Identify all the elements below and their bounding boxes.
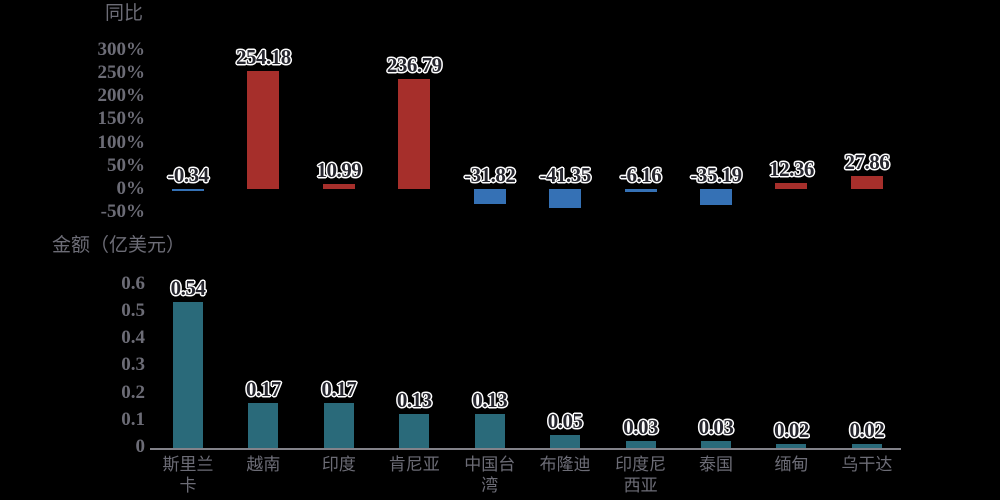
bar [550, 435, 581, 449]
amount-chart-title: 金额（亿美元） [52, 235, 186, 256]
category-label: 卡 [179, 476, 197, 495]
bar-value-label: -0.34 [167, 163, 209, 187]
bar [399, 413, 430, 449]
bar [473, 189, 506, 204]
category-label: 布隆迪 [539, 455, 591, 474]
bar-value-label: -6.16 [619, 163, 662, 187]
bar-value-label: 12.36 [769, 157, 814, 182]
y-axis-tick-label: 0.5 [121, 300, 145, 321]
bar-value-label: 0.17 [246, 376, 281, 401]
bar [172, 189, 204, 191]
y-axis-tick-label: 200% [97, 85, 146, 106]
category-label: 湾 [481, 476, 499, 495]
category-label: 印度 [321, 455, 356, 474]
x-axis-line [150, 448, 901, 450]
bar [398, 78, 431, 189]
y-axis-tick-label: 300% [97, 38, 146, 60]
y-axis-tick-label: 150% [97, 108, 146, 130]
y-axis-tick-label: 0.3 [121, 354, 145, 376]
bar-value-label: 0.03 [623, 414, 658, 439]
bar [248, 402, 279, 449]
category-label: 乌干达 [841, 455, 893, 474]
bar [850, 176, 883, 189]
bar [625, 440, 656, 449]
y-axis-tick-label: 0.2 [121, 381, 145, 403]
bar-value-label: -35.19 [690, 163, 742, 187]
bar-value-label: 0.02 [774, 417, 809, 442]
y-axis-tick-label: 50% [107, 154, 145, 176]
y-axis-tick-label: 0.4 [121, 327, 145, 349]
bar [549, 189, 582, 209]
y-axis-tick-label: 0.1 [121, 408, 145, 430]
bar [851, 443, 882, 449]
category-label: 斯里兰 [162, 455, 214, 474]
y-axis-tick-label: 0 [135, 436, 146, 457]
yoy-chart-title: 同比 [105, 3, 144, 24]
bar-value-label: 0.02 [849, 417, 885, 442]
y-axis-tick-label: 100% [97, 131, 146, 153]
bar-value-label: 254.18 [236, 44, 291, 69]
category-label: 泰国 [699, 455, 733, 474]
bar-value-label: 27.86 [844, 150, 890, 175]
bar [173, 302, 203, 449]
category-label: 印度尼 [615, 455, 667, 474]
category-label: 西亚 [623, 476, 658, 495]
bar [775, 183, 808, 189]
bar [323, 402, 354, 449]
bar [474, 413, 505, 449]
bar [624, 189, 657, 192]
bar-value-label: 0.13 [472, 387, 508, 412]
bar [322, 183, 355, 189]
category-label: 中国台 [464, 455, 516, 474]
bar [701, 440, 731, 449]
bar-value-label: 0.03 [698, 414, 734, 439]
category-label: 越南 [246, 455, 281, 474]
bar-value-label: 10.99 [316, 157, 362, 182]
bar-value-label: 0.05 [547, 409, 583, 434]
y-axis-tick-label: 250% [97, 61, 146, 83]
category-label: 缅甸 [774, 455, 809, 474]
y-axis-tick-label: 0% [116, 178, 146, 199]
bar-value-label: 0.54 [170, 276, 206, 301]
category-label: 肯尼亚 [388, 455, 440, 474]
bar-value-label: 0.17 [321, 376, 357, 401]
bar [247, 70, 280, 189]
bar-value-label: 0.13 [396, 387, 432, 412]
bar [776, 443, 807, 449]
bar-value-label: 236.79 [386, 52, 442, 77]
bar-value-label: -31.82 [464, 163, 516, 187]
bar [700, 189, 732, 206]
y-axis-tick-label: 0.6 [121, 272, 145, 294]
bar-value-label: -41.35 [539, 163, 592, 187]
y-axis-tick-label: -50% [100, 201, 145, 223]
